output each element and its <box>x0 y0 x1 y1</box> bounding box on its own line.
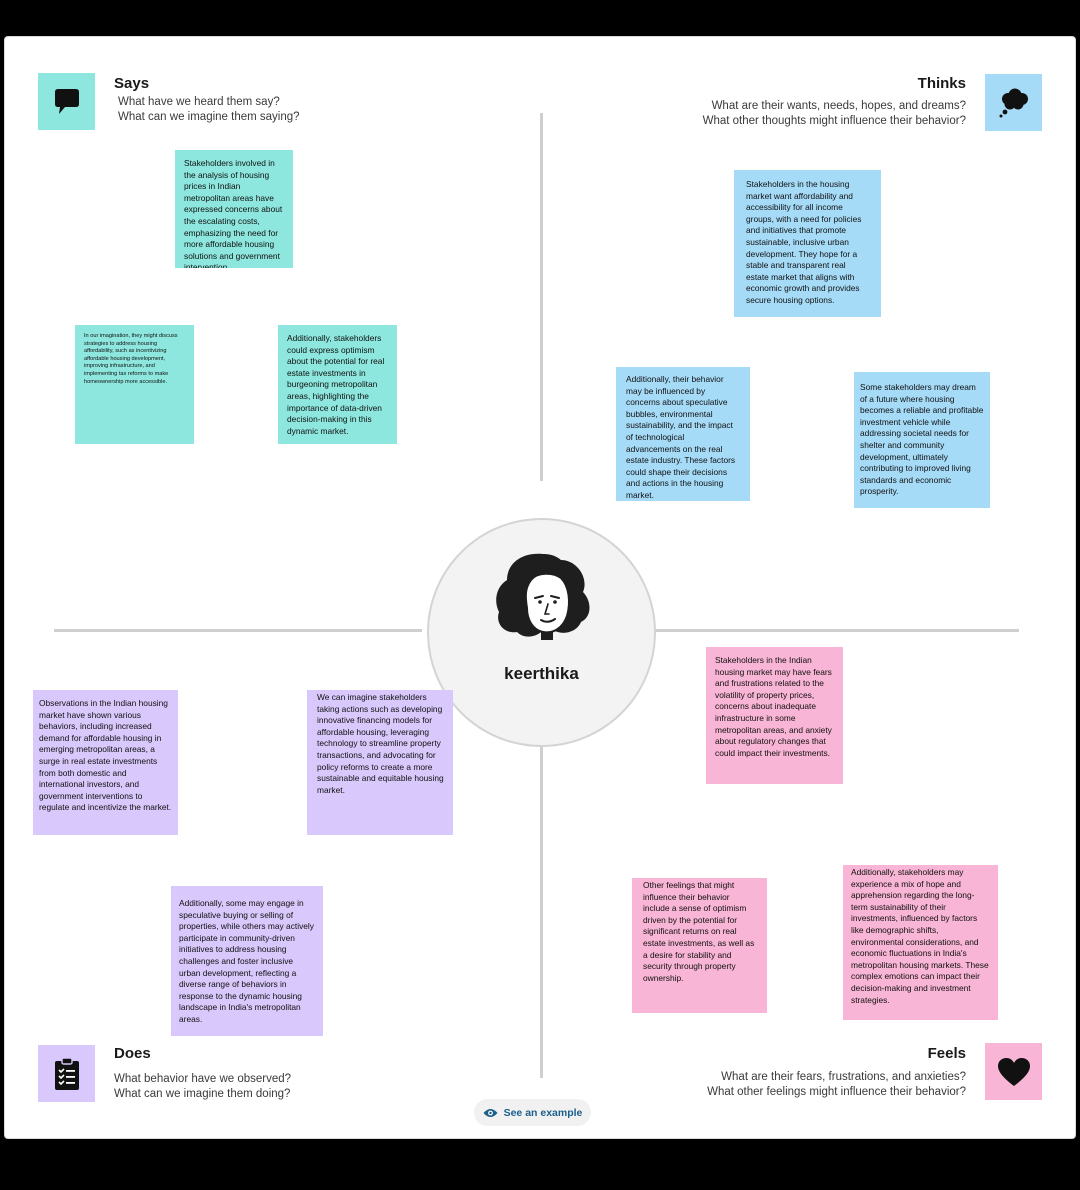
heart-icon <box>997 1057 1030 1086</box>
feels-title: Feels <box>927 1045 966 1062</box>
says-subtitle-2: What can we imagine them saying? <box>118 111 300 123</box>
says-note-1[interactable]: Stakeholders involved in the analysis of… <box>175 150 293 268</box>
says-note-2[interactable]: In our imagination, they might discuss s… <box>75 325 194 444</box>
eye-icon <box>483 1108 498 1117</box>
says-icon <box>38 73 95 130</box>
thinks-title: Thinks <box>917 75 966 92</box>
see-example-label: See an example <box>503 1106 583 1119</box>
does-subtitle-1: What behavior have we observed? <box>114 1073 292 1085</box>
vertical-axis-top <box>540 113 543 481</box>
feels-subtitle-1: What are their fears, frustrations, and … <box>721 1071 966 1083</box>
says-note-3[interactable]: Additionally, stakeholders could express… <box>278 325 397 444</box>
thought-bubble-icon <box>999 88 1028 117</box>
clipboard-icon <box>54 1056 79 1090</box>
empathy-map-board: Says What have we heard them say? What c… <box>4 36 1076 1139</box>
does-note-3[interactable]: Additionally, some may engage in specula… <box>171 886 323 1036</box>
does-icon <box>38 1045 95 1102</box>
horizontal-axis-left <box>54 629 422 632</box>
top-black-bar <box>0 0 1080 32</box>
persona-name: keerthika <box>504 664 579 683</box>
thinks-subtitle-2: What other thoughts might influence thei… <box>702 115 966 127</box>
says-title: Says <box>114 75 150 92</box>
feels-icon <box>985 1043 1042 1100</box>
persona-hub[interactable]: keerthika <box>427 518 656 747</box>
speech-bubble-icon <box>54 88 79 114</box>
does-note-2[interactable]: We can imagine stakeholders taking actio… <box>307 690 453 835</box>
thinks-note-3[interactable]: Some stakeholders may dream of a future … <box>854 372 990 508</box>
vertical-axis-bottom <box>540 712 543 1078</box>
bottom-black-bar <box>0 1143 1080 1190</box>
feels-note-3[interactable]: Additionally, stakeholders may experienc… <box>843 865 998 1020</box>
feels-note-2[interactable]: Other feelings that might influence thei… <box>632 878 767 1013</box>
says-subtitle-1: What have we heard them say? <box>118 96 280 108</box>
see-example-button[interactable]: See an example <box>474 1099 591 1126</box>
does-title: Does <box>114 1045 151 1062</box>
does-subtitle-2: What can we imagine them doing? <box>114 1088 291 1100</box>
does-note-1[interactable]: Observations in the Indian housing marke… <box>33 690 178 835</box>
thinks-note-2[interactable]: Additionally, their behavior may be infl… <box>616 367 750 501</box>
thinks-icon <box>985 74 1042 131</box>
horizontal-axis-right <box>651 629 1019 632</box>
persona-avatar-icon <box>496 553 590 640</box>
thinks-note-1[interactable]: Stakeholders in the housing market want … <box>734 170 881 317</box>
feels-note-1[interactable]: Stakeholders in the Indian housing marke… <box>706 647 843 784</box>
feels-subtitle-2: What other feelings might influence thei… <box>707 1086 966 1098</box>
thinks-subtitle-1: What are their wants, needs, hopes, and … <box>711 100 966 112</box>
